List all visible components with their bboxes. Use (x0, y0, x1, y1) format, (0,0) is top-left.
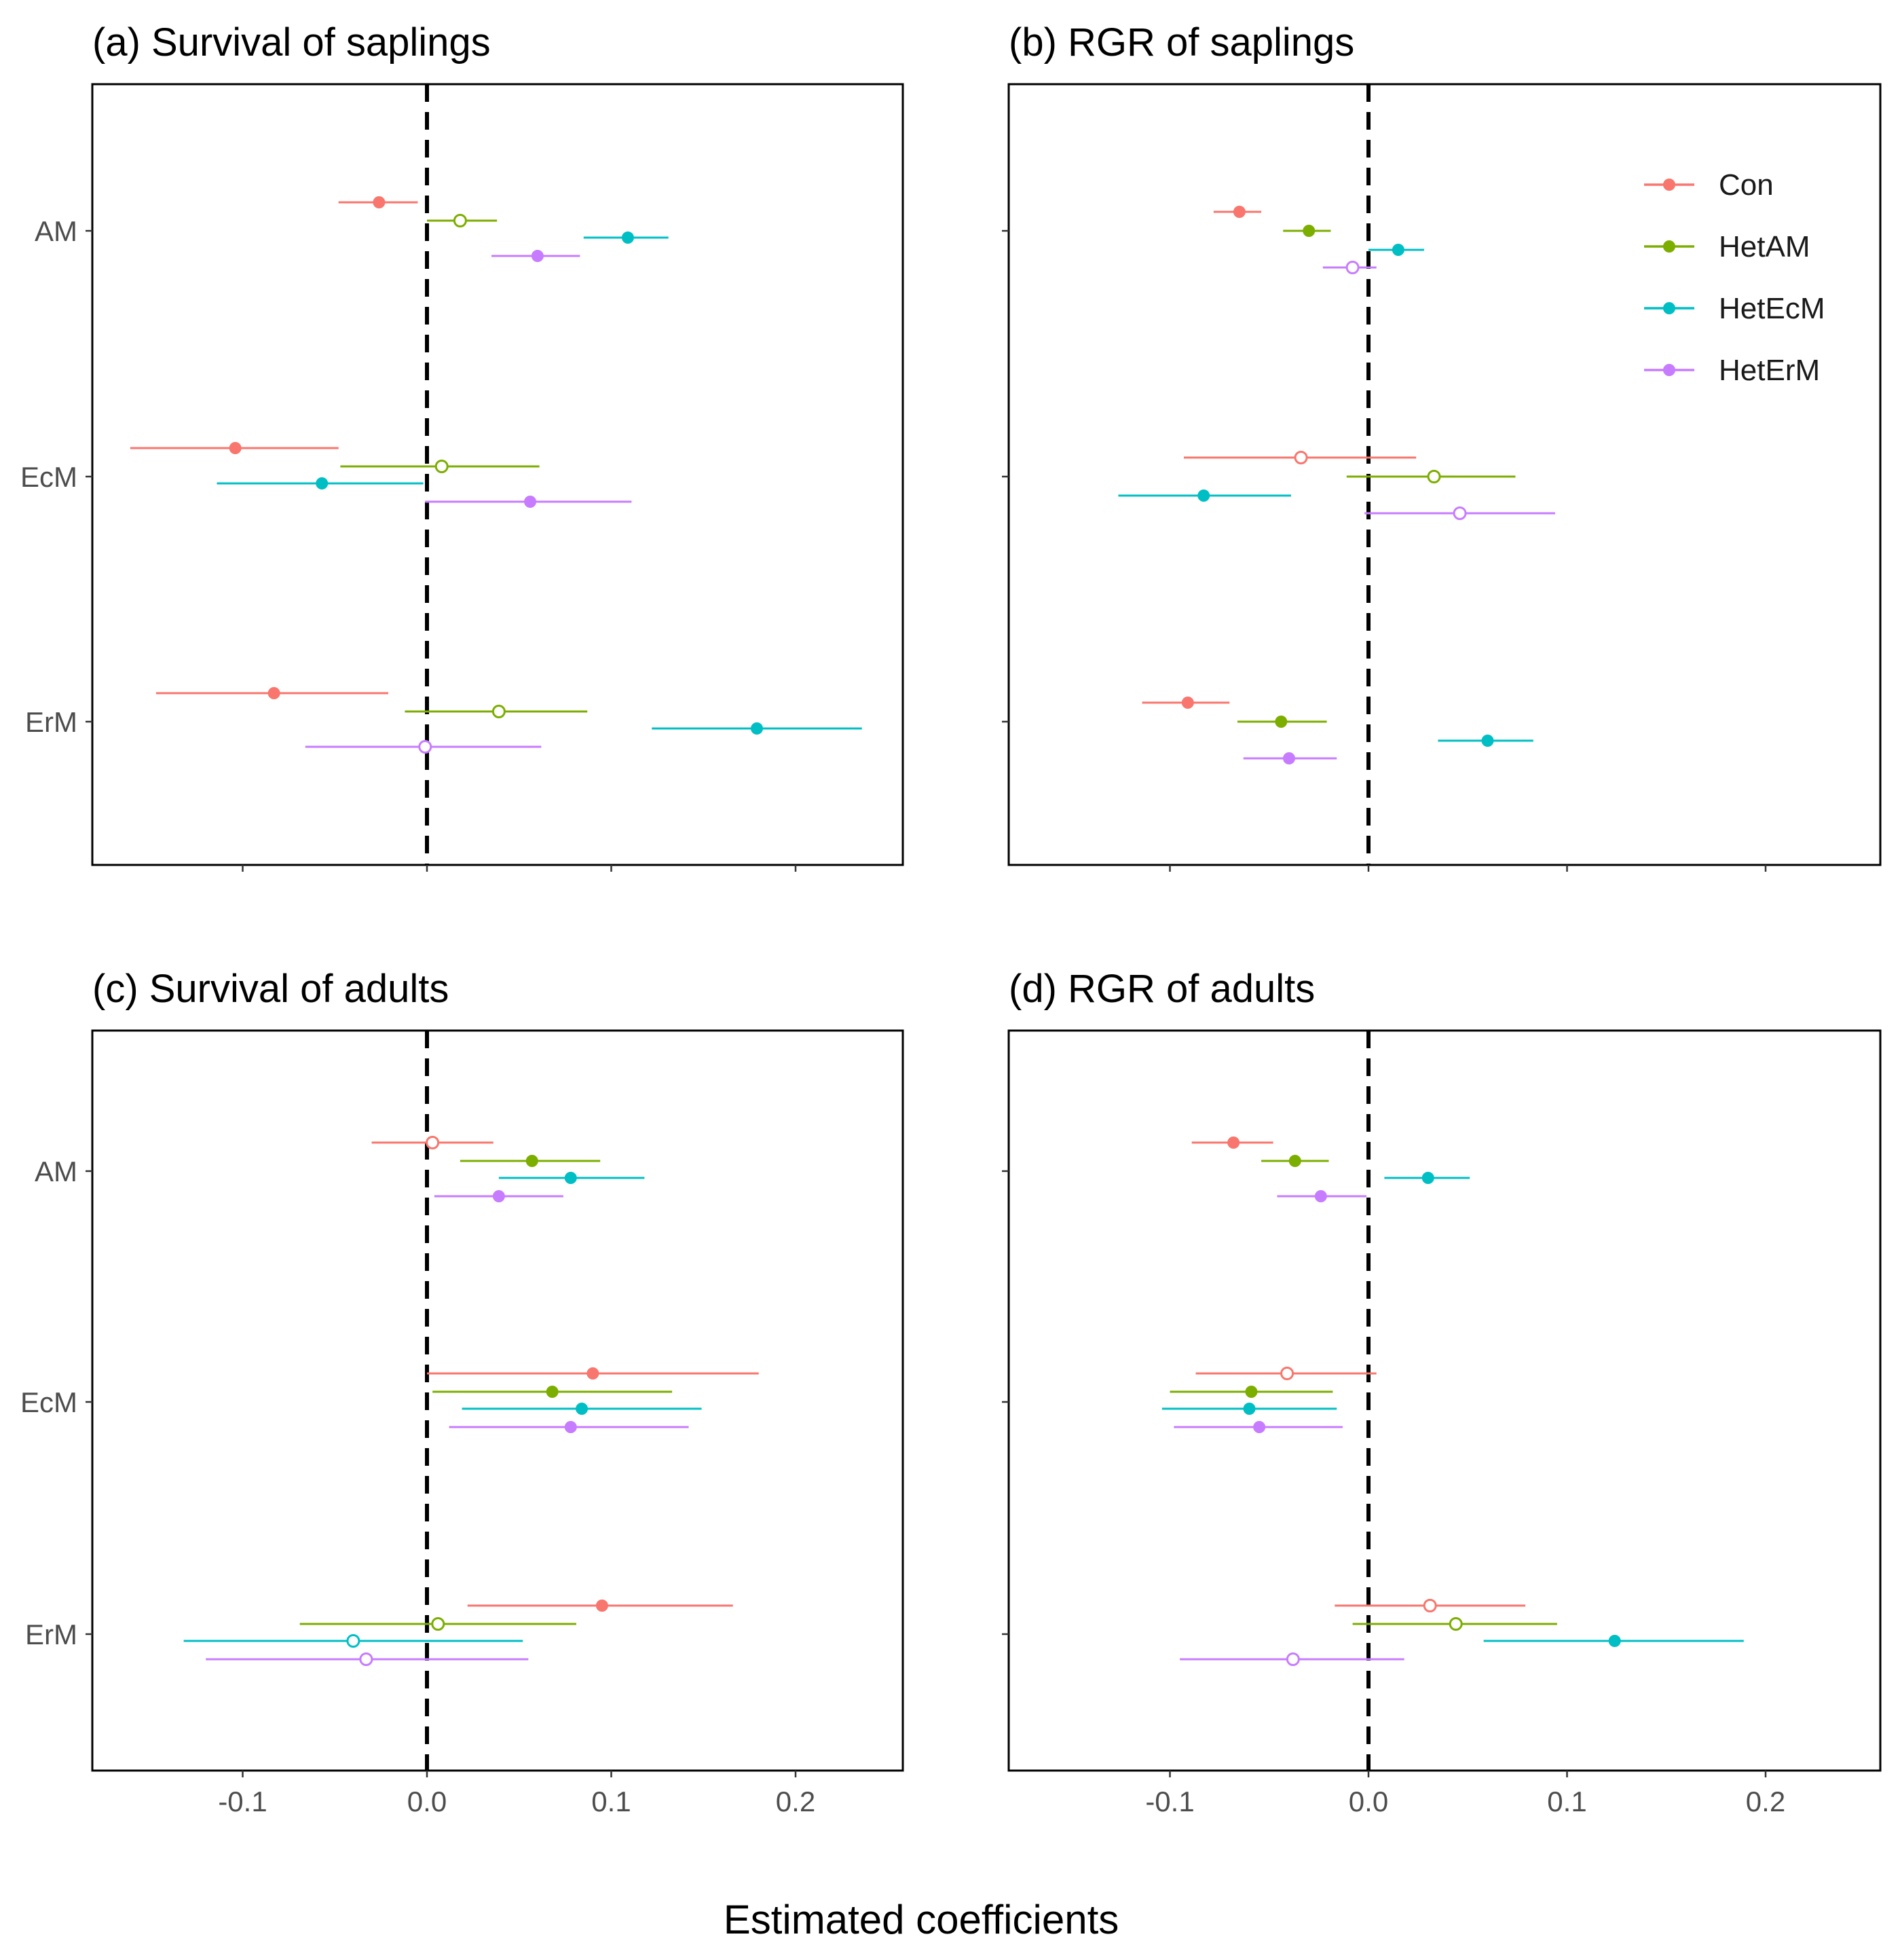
point-estimate-con-ecm (1280, 1367, 1294, 1380)
point-estimate-hetam-erm (431, 1617, 445, 1631)
point-estimate-con-am (1227, 1136, 1240, 1149)
point-estimate-con-ecm (586, 1367, 599, 1380)
point-estimate-con-erm (1181, 697, 1194, 709)
point-estimate-heterm-erm (1286, 1652, 1300, 1666)
point-estimate-heterm-am (531, 250, 544, 262)
legend-label-con: Con (1719, 168, 1774, 202)
point-estimate-hetam-ecm (1245, 1386, 1258, 1398)
point-estimate-heterm-erm (418, 740, 432, 754)
legend-label-heterm: HetErM (1719, 354, 1820, 387)
point-estimate-hetecm-erm (750, 722, 763, 735)
point-estimate-heterm-ecm (564, 1421, 577, 1433)
panel-b: (b) RGR of saplings Con HetAM HetEcM HetErM (1002, 20, 1882, 872)
point-estimate-hetecm-erm (1608, 1635, 1621, 1647)
panels-layer: (a) Survival of saplings AM EcM ErM (b) RGR … (20, 20, 1882, 1817)
point-estimate-con-erm (595, 1600, 608, 1612)
point-estimate-hetecm-erm (1481, 735, 1494, 747)
legend-key-dot (1663, 364, 1675, 376)
point-estimate-hetam-am (453, 214, 467, 227)
legend-label-hetecm: HetEcM (1719, 292, 1825, 325)
point-estimate-con-am (1233, 206, 1246, 218)
y-tick-label-am: AM (35, 215, 77, 247)
legend-key-dot (1663, 240, 1675, 253)
panel-d: (d) RGR of adults -0.1 0.0 0.1 0.2 (1002, 967, 1882, 1817)
plot-frame (1007, 1029, 1882, 1772)
point-estimate-heterm-ecm (1253, 1421, 1266, 1433)
x-tick-label: 0.2 (1746, 1786, 1785, 1817)
x-tick-label: 0.1 (1547, 1786, 1586, 1817)
y-tick-label-erm: ErM (25, 706, 77, 738)
point-estimate-heterm-erm (1283, 752, 1295, 764)
panel-title: (b) RGR of saplings (1009, 20, 1354, 64)
x-tick-label: 0.0 (407, 1786, 447, 1817)
x-axis-title: Estimated coefficients (724, 1897, 1119, 1942)
legend-key-dot (1663, 179, 1675, 191)
point-estimate-con-erm (1423, 1599, 1437, 1612)
point-estimate-hetam-erm (1275, 716, 1288, 728)
point-estimate-heterm-ecm (524, 496, 537, 508)
point-estimate-hetecm-am (621, 232, 634, 244)
point-estimate-con-erm (267, 687, 280, 699)
x-tick-label: 0.0 (1349, 1786, 1388, 1817)
point-estimate-heterm-am (492, 1190, 505, 1202)
point-estimate-hetam-am (525, 1155, 538, 1167)
panel-title: (c) Survival of adults (92, 967, 449, 1011)
x-tick-label: -0.1 (218, 1786, 267, 1817)
point-estimate-hetecm-am (1421, 1172, 1434, 1184)
point-estimate-hetam-ecm (1427, 470, 1441, 483)
x-tick-label: -0.1 (1145, 1786, 1194, 1817)
panel-title: (d) RGR of adults (1009, 967, 1315, 1011)
legend: Con HetAM HetEcM HetErM (1644, 168, 1825, 387)
point-estimate-hetecm-ecm (1243, 1403, 1256, 1415)
point-estimate-con-am (426, 1136, 440, 1149)
y-tick-label-ecm: EcM (20, 461, 77, 493)
point-estimate-con-ecm (1294, 451, 1308, 464)
y-tick-label-erm: ErM (25, 1619, 77, 1650)
y-tick-label-am: AM (35, 1155, 77, 1187)
point-estimate-hetam-ecm (434, 460, 449, 473)
point-estimate-heterm-ecm (1453, 506, 1467, 520)
legend-label-hetam: HetAM (1719, 230, 1810, 263)
point-estimate-heterm-erm (359, 1652, 373, 1666)
panel-a: (a) Survival of saplings AM EcM ErM (20, 20, 904, 872)
point-estimate-hetam-erm (491, 705, 506, 718)
point-estimate-con-am (373, 196, 386, 208)
point-estimate-hetecm-ecm (316, 477, 329, 489)
x-tick-label: 0.2 (776, 1786, 815, 1817)
point-estimate-hetam-erm (1449, 1617, 1463, 1631)
point-estimate-hetecm-am (564, 1172, 577, 1184)
point-estimate-con-ecm (229, 442, 242, 454)
x-tick-label: 0.1 (591, 1786, 631, 1817)
point-estimate-hetecm-am (1392, 244, 1404, 256)
point-estimate-hetecm-ecm (1197, 489, 1210, 502)
point-estimate-hetam-am (1288, 1155, 1301, 1167)
point-estimate-hetecm-erm (346, 1634, 360, 1648)
panel-title: (a) Survival of saplings (92, 20, 491, 64)
point-estimate-hetam-ecm (546, 1386, 559, 1398)
panel-c: (c) Survival of adults AM EcM ErM -0.1 0.0 0.1… (20, 967, 904, 1817)
plot-frame (91, 83, 904, 866)
point-estimate-heterm-am (1314, 1190, 1327, 1202)
point-estimate-heterm-am (1345, 261, 1360, 274)
legend-key-dot (1663, 302, 1675, 314)
point-estimate-hetam-am (1303, 225, 1316, 237)
y-tick-label-ecm: EcM (20, 1386, 77, 1418)
point-estimate-hetecm-ecm (576, 1403, 589, 1415)
plot-frame (91, 1029, 904, 1772)
plot-frame (1007, 83, 1882, 866)
